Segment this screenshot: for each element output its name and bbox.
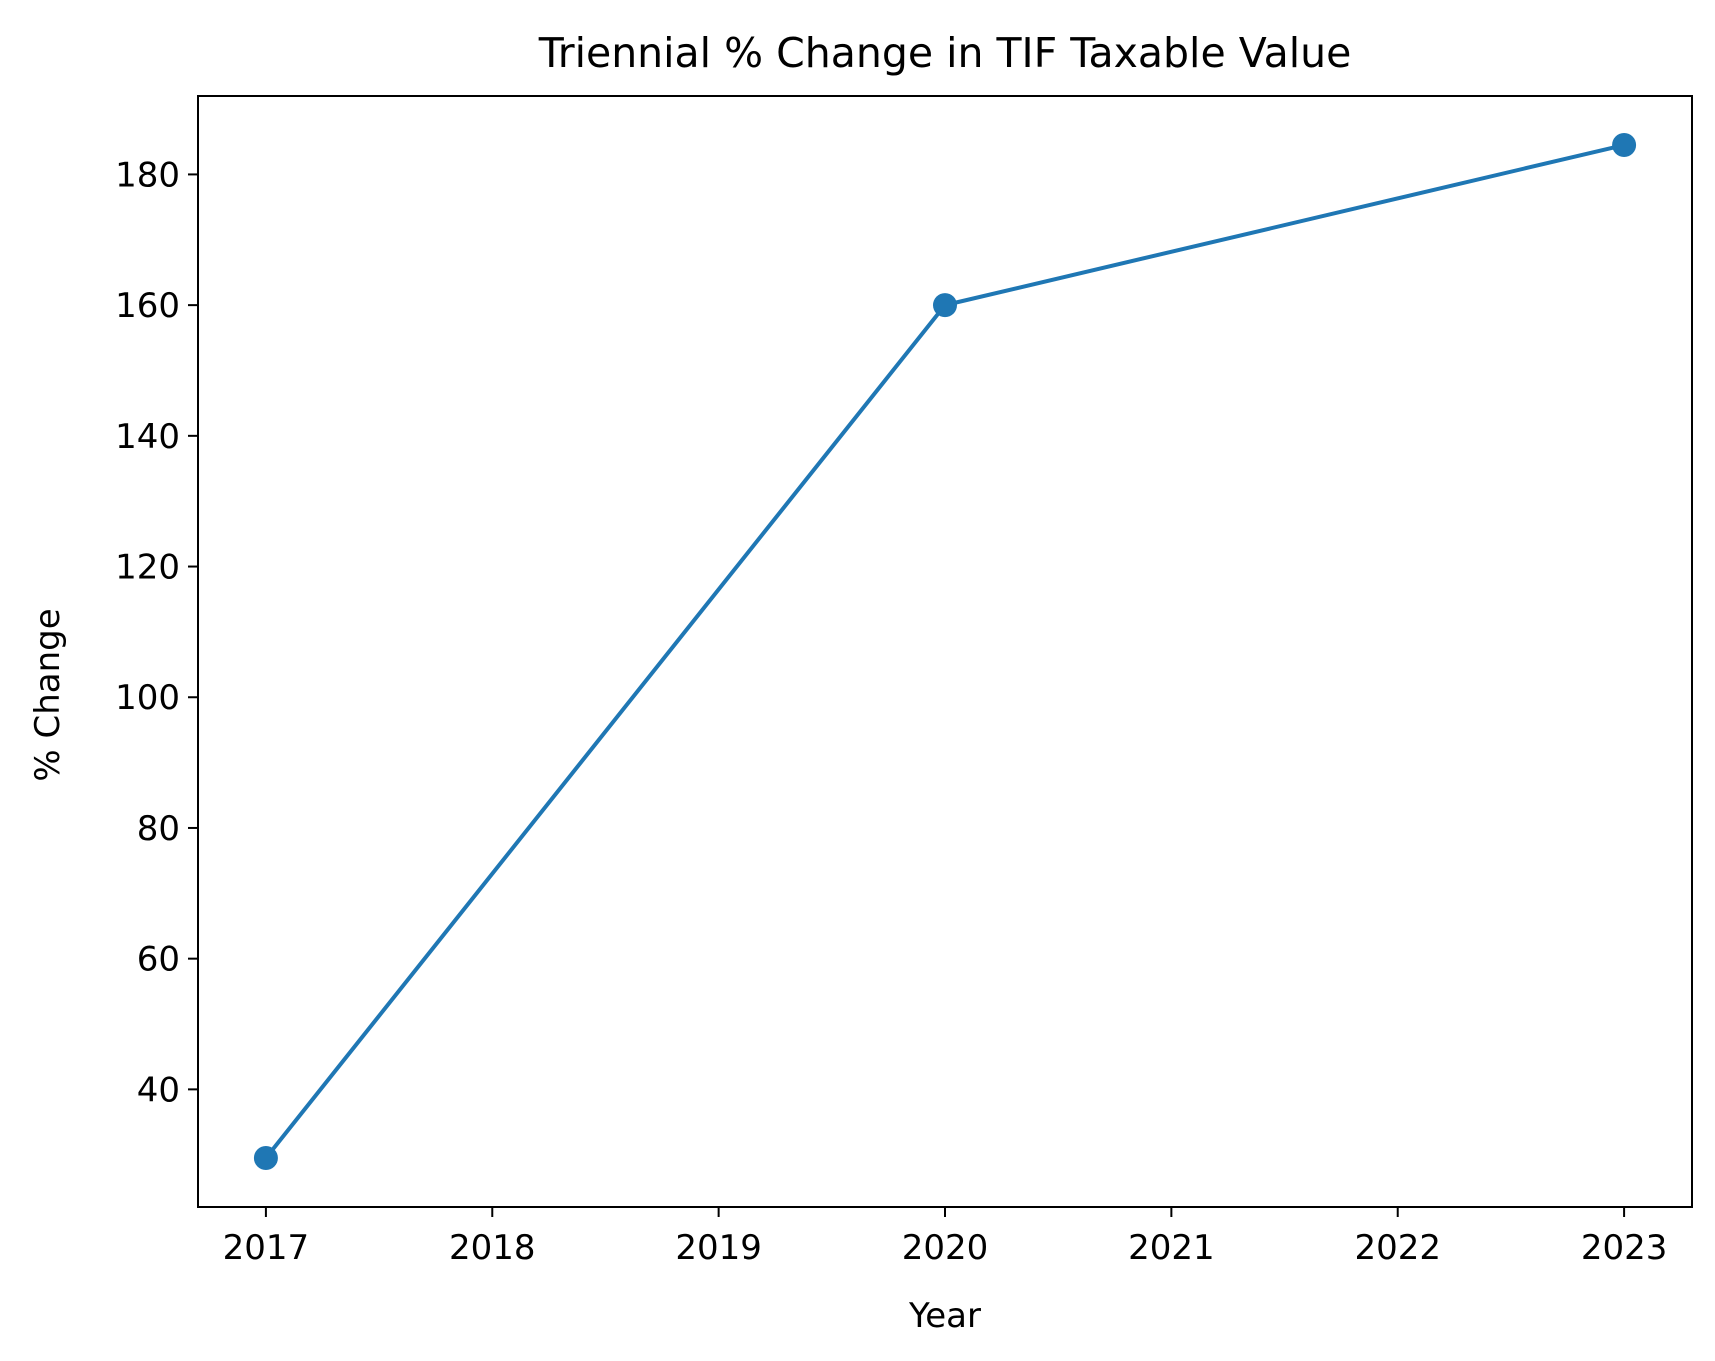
y-tick-label: 180: [115, 155, 180, 195]
chart-title: Triennial % Change in TIF Taxable Value: [538, 29, 1352, 77]
x-tick-label: 2022: [1354, 1228, 1441, 1268]
y-tick-label: 100: [115, 678, 180, 718]
x-tick-label: 2023: [1581, 1228, 1668, 1268]
x-tick-label: 2018: [449, 1228, 536, 1268]
plot-area: 2017 2018 2019 2020 2021 2022 2023 40 60 80 100 12…: [115, 95, 1693, 1268]
x-tick-label: 2017: [223, 1228, 310, 1268]
x-axis: 2017 2018 2019 2020 2021 2022 2023: [223, 1207, 1668, 1268]
y-tick-label: 60: [137, 940, 180, 980]
x-tick-label: 2020: [902, 1228, 989, 1268]
y-tick-label: 160: [115, 286, 180, 326]
y-tick-label: 120: [115, 548, 180, 588]
y-axis-label: % Change: [28, 608, 68, 781]
data-point: [1612, 133, 1637, 158]
x-tick-label: 2021: [1128, 1228, 1215, 1268]
y-axis: 40 60 80 100 120 140 160 180: [115, 155, 198, 1110]
y-tick-label: 140: [115, 417, 180, 457]
y-tick-label: 80: [137, 809, 180, 849]
x-axis-label: Year: [908, 1296, 981, 1336]
data-point: [933, 293, 957, 318]
y-tick-label: 40: [137, 1070, 180, 1110]
data-point: [253, 1145, 278, 1170]
series-layer: [253, 133, 1637, 1170]
x-tick-label: 2019: [675, 1228, 762, 1268]
